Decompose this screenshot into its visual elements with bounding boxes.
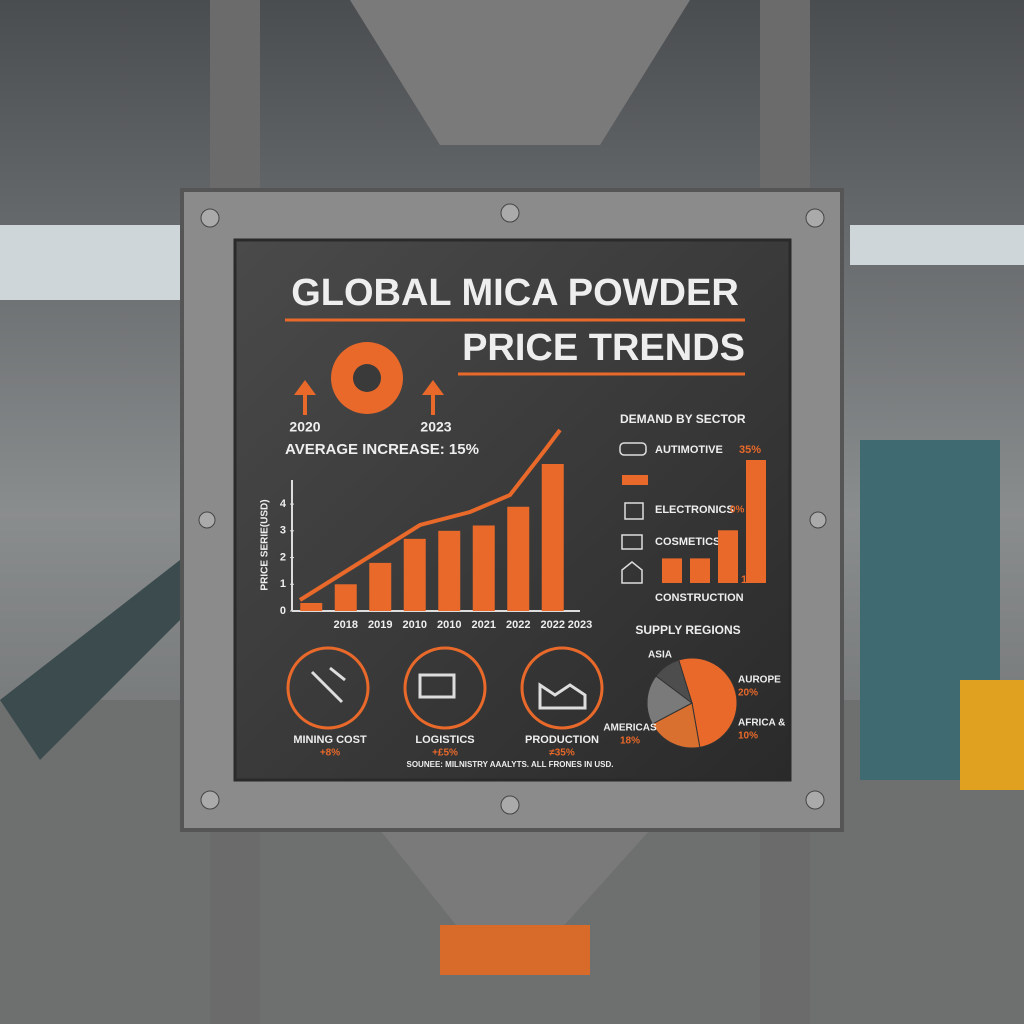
pie-label: ASIA	[648, 650, 672, 661]
bar	[690, 558, 710, 583]
arrow-icon	[422, 380, 444, 415]
x-tick-label: 2010	[403, 619, 427, 631]
y-axis-label: PRICE SERIE(USD)	[260, 499, 271, 590]
cost-icons	[286, 646, 604, 730]
valve	[440, 925, 590, 975]
year-label: 2020	[289, 419, 320, 435]
pie-slice	[678, 657, 738, 748]
pie-title: SUPPLY REGIONS	[635, 623, 740, 637]
demand-percent: 35%	[739, 444, 761, 456]
bar	[300, 602, 323, 611]
title: GLOBAL MICA POWDER	[291, 272, 739, 314]
source-note: SOUNEE: MILNISTRY AAALYTS. ALL FRONES IN…	[407, 760, 614, 769]
hopper	[350, 0, 690, 145]
pie-label: AMERICAS	[603, 723, 657, 734]
sector-label: COSMETICS	[655, 536, 720, 548]
bar	[369, 562, 392, 611]
cost-change: ≠35%	[549, 748, 575, 759]
pie-value-label: 20%	[738, 688, 758, 699]
pie-label: AFRICA &	[738, 718, 785, 729]
x-tick-label: 2019	[368, 619, 392, 631]
y-tick-label: 2	[280, 551, 286, 563]
y-tick-label: 4	[280, 498, 287, 510]
machine-box	[960, 680, 1024, 790]
sector-icons	[619, 442, 648, 584]
bar	[718, 530, 738, 583]
title: PRICE TRENDS	[462, 327, 745, 369]
cost-label: PRODUCTION	[525, 734, 599, 746]
cost-label: MINING COST	[293, 734, 367, 746]
arrow-icon	[294, 380, 316, 415]
cost-change: +8%	[320, 748, 340, 759]
y-tick-label: 3	[280, 525, 286, 537]
sector-label: AUTIMOTIVE	[655, 444, 723, 456]
pie-slice	[655, 659, 693, 705]
y-tick-label: 1	[280, 578, 286, 590]
pie-value-label: 10%	[738, 731, 758, 742]
window	[0, 225, 180, 300]
conveyor	[0, 560, 200, 760]
x-tick-label: 2023	[568, 619, 592, 631]
bolts	[198, 203, 827, 815]
hopper	[380, 830, 650, 930]
bar	[541, 464, 564, 611]
y-tick-label: 0	[280, 605, 286, 617]
bar	[438, 530, 461, 611]
demand-title: DEMAND BY SECTOR	[620, 412, 746, 426]
cost-label: LOGISTICS	[415, 734, 474, 746]
demand-percent: 0%	[730, 505, 745, 516]
gear-icon	[331, 342, 403, 414]
average-increase: AVERAGE INCREASE: 15%	[285, 441, 479, 458]
bar	[334, 584, 357, 611]
bar	[746, 460, 766, 583]
x-tick-label: 2021	[472, 619, 496, 631]
x-tick-label: 2018	[334, 619, 358, 631]
x-tick-label: 2022	[541, 619, 565, 631]
cost-change: +£5%	[432, 748, 458, 759]
year-label: 2023	[420, 419, 451, 435]
bar	[507, 506, 530, 611]
pie-slice	[651, 702, 701, 749]
bar	[403, 538, 426, 611]
x-tick-label: 2010	[437, 619, 461, 631]
trend-arrow	[298, 428, 562, 602]
pie-label: AUROPE	[738, 675, 781, 686]
bar	[662, 558, 682, 583]
x-tick-label: 2022	[506, 619, 530, 631]
sector-label: CONSTRUCTION	[655, 592, 744, 604]
pie-value-label: 18%	[620, 736, 640, 747]
sector-label: ELECTRONICS	[655, 504, 734, 516]
bar	[472, 525, 495, 611]
pie-slice	[646, 675, 693, 725]
window	[850, 225, 1024, 265]
